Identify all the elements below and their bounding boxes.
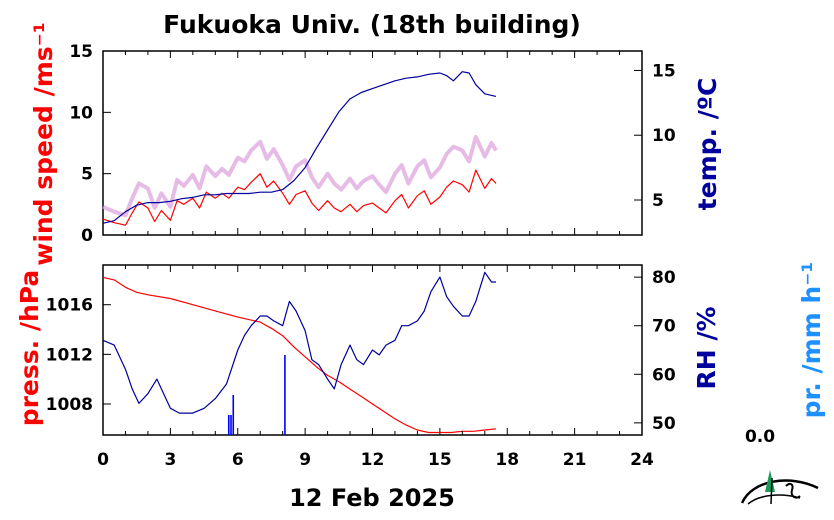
bottom-panel-marks bbox=[102, 271, 497, 435]
top-right-axis-title: temp. /ºC bbox=[693, 78, 722, 211]
top-panel-marks bbox=[102, 71, 498, 226]
bottom-series-line-0 bbox=[102, 276, 497, 434]
top-left-tick-label: 15 bbox=[69, 42, 93, 62]
bottom-left-tick-label: 1012 bbox=[46, 345, 93, 365]
top-left-tick-label: 0 bbox=[81, 226, 93, 246]
bottom-right-tick-label: 50 bbox=[652, 414, 676, 434]
bottom-left-tick-label: 1008 bbox=[46, 395, 93, 415]
x-tick-label: 21 bbox=[563, 450, 587, 470]
x-tick-label: 12 bbox=[361, 450, 385, 470]
bottom-right-tick-label: 60 bbox=[652, 365, 676, 385]
bottom-precip-bar bbox=[232, 395, 235, 435]
bottom-right-axis-title: RH /% bbox=[692, 306, 721, 389]
bottom-precip-bar bbox=[227, 415, 230, 435]
x-tick-label: 0 bbox=[97, 450, 109, 470]
bottom-left-axis-title: press. /hPa bbox=[15, 270, 44, 427]
chart-title: Fukuoka Univ. (18th building) bbox=[163, 10, 581, 39]
x-tick-label: 18 bbox=[495, 450, 519, 470]
x-tick-label: 3 bbox=[164, 450, 176, 470]
top-right-tick-label: 15 bbox=[652, 61, 676, 81]
top-left-axis-title: wind speed /ms⁻¹ bbox=[29, 22, 58, 266]
bottom-series-line-1 bbox=[102, 271, 496, 414]
top-right-tick-label: 10 bbox=[652, 126, 676, 146]
top-left-tick-label: 5 bbox=[81, 165, 93, 185]
x-axis-title: 12 Feb 2025 bbox=[289, 484, 455, 512]
bottom-precip-bar bbox=[230, 415, 232, 435]
top-left-tick-label: 10 bbox=[69, 103, 93, 123]
top-panel-ticks: 0 5 10 15 5 10 15 bbox=[69, 42, 676, 246]
x-tick-label: 6 bbox=[232, 450, 244, 470]
top-right-tick-label: 5 bbox=[652, 191, 664, 211]
precip-axis-title: pr. /mm h⁻¹ bbox=[797, 262, 826, 419]
top-panel-frame bbox=[102, 50, 643, 236]
bottom-left-tick-label: 1016 bbox=[46, 296, 93, 316]
top-series-line-0 bbox=[102, 169, 497, 226]
bottom-panel-ticks: 0 3 6 9 12 15 18 21 24 1008 1012 1016 50 60 70 80 bbox=[46, 265, 676, 470]
logo-icon bbox=[740, 470, 819, 505]
bottom-right-tick-label: 80 bbox=[652, 268, 676, 288]
x-tick-label: 24 bbox=[630, 450, 654, 470]
top-series-line-1 bbox=[102, 134, 498, 218]
x-tick-label: 9 bbox=[299, 450, 311, 470]
x-tick-label: 15 bbox=[428, 450, 452, 470]
bottom-right-tick-label: 70 bbox=[652, 317, 676, 337]
precip-value: 0.0 bbox=[745, 427, 775, 447]
bottom-precip-bar bbox=[284, 355, 286, 435]
top-series-line-2 bbox=[102, 71, 497, 224]
